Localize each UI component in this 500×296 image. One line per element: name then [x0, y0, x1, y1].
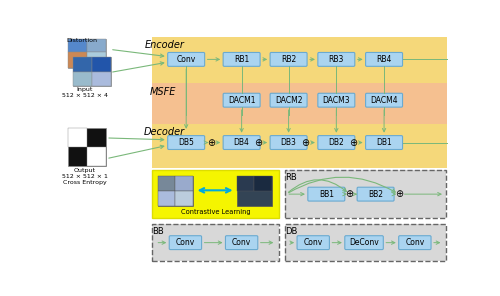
- Text: Distortion: Distortion: [66, 38, 98, 43]
- Bar: [68, 128, 106, 166]
- Text: ⊕: ⊕: [207, 138, 215, 147]
- Bar: [158, 176, 193, 206]
- Bar: [92, 73, 112, 86]
- FancyBboxPatch shape: [223, 93, 260, 107]
- Text: MSFE: MSFE: [150, 87, 176, 97]
- Bar: [87, 38, 106, 52]
- Bar: [158, 176, 176, 191]
- Text: Encoder: Encoder: [144, 40, 184, 50]
- FancyBboxPatch shape: [366, 52, 403, 66]
- FancyBboxPatch shape: [366, 136, 403, 149]
- Text: Conv: Conv: [176, 55, 196, 64]
- Bar: [152, 224, 280, 261]
- FancyBboxPatch shape: [297, 236, 330, 250]
- Bar: [158, 191, 176, 206]
- Bar: [284, 170, 446, 218]
- Text: RB3: RB3: [328, 55, 344, 64]
- FancyBboxPatch shape: [223, 52, 260, 66]
- Bar: [73, 57, 112, 86]
- Text: DACM2: DACM2: [275, 96, 302, 105]
- Bar: [284, 170, 446, 218]
- FancyBboxPatch shape: [168, 136, 204, 149]
- Bar: [254, 176, 272, 191]
- FancyBboxPatch shape: [318, 52, 355, 66]
- Text: DACM3: DACM3: [322, 96, 350, 105]
- Text: Conv: Conv: [176, 238, 195, 247]
- Bar: [152, 224, 280, 261]
- Bar: [284, 224, 446, 261]
- Text: Conv: Conv: [405, 238, 424, 247]
- Text: DB2: DB2: [328, 138, 344, 147]
- Text: ⊕: ⊕: [346, 189, 354, 199]
- FancyBboxPatch shape: [366, 93, 403, 107]
- Bar: [68, 38, 87, 52]
- Bar: [284, 224, 446, 261]
- Bar: [237, 176, 254, 191]
- Bar: [87, 52, 106, 68]
- Bar: [68, 38, 106, 68]
- Text: ⊕: ⊕: [254, 138, 262, 147]
- Text: ⊕: ⊕: [394, 189, 403, 199]
- Text: DB1: DB1: [376, 138, 392, 147]
- Text: Input
512 × 512 × 4: Input 512 × 512 × 4: [62, 87, 108, 98]
- Bar: [68, 52, 87, 68]
- FancyBboxPatch shape: [318, 136, 355, 149]
- Bar: [152, 124, 447, 168]
- Bar: [152, 83, 447, 124]
- Bar: [87, 147, 106, 166]
- Bar: [73, 73, 92, 86]
- FancyArrowPatch shape: [288, 177, 395, 193]
- FancyBboxPatch shape: [270, 136, 307, 149]
- Bar: [68, 128, 87, 147]
- Text: BB: BB: [152, 227, 164, 237]
- Text: DB5: DB5: [178, 138, 194, 147]
- FancyBboxPatch shape: [357, 187, 394, 201]
- Text: DB3: DB3: [280, 138, 296, 147]
- Text: DB: DB: [284, 227, 297, 237]
- Text: RB: RB: [285, 173, 297, 182]
- Text: DB4: DB4: [234, 138, 250, 147]
- FancyBboxPatch shape: [223, 136, 260, 149]
- FancyBboxPatch shape: [345, 236, 384, 250]
- Text: Conv: Conv: [304, 238, 323, 247]
- FancyBboxPatch shape: [318, 93, 355, 107]
- Bar: [152, 37, 447, 83]
- FancyBboxPatch shape: [168, 52, 204, 66]
- Bar: [176, 176, 193, 191]
- FancyArrowPatch shape: [288, 180, 346, 192]
- Text: BB2: BB2: [368, 190, 383, 199]
- Text: Contrastive Learning: Contrastive Learning: [181, 209, 250, 215]
- FancyBboxPatch shape: [270, 93, 307, 107]
- Text: Decoder: Decoder: [144, 127, 185, 137]
- Text: BB1: BB1: [319, 190, 334, 199]
- Bar: [92, 57, 112, 73]
- Bar: [176, 191, 193, 206]
- Text: Conv: Conv: [232, 238, 251, 247]
- Bar: [237, 176, 272, 206]
- Text: DACM4: DACM4: [370, 96, 398, 105]
- FancyBboxPatch shape: [398, 236, 431, 250]
- Text: RB2: RB2: [281, 55, 296, 64]
- Text: ⊕: ⊕: [302, 138, 310, 147]
- Text: Output
512 × 512 × 1
Cross Entropy: Output 512 × 512 × 1 Cross Entropy: [62, 168, 108, 185]
- Text: ⊕: ⊕: [349, 138, 358, 147]
- Text: DeConv: DeConv: [349, 238, 379, 247]
- Bar: [152, 170, 280, 218]
- FancyBboxPatch shape: [270, 52, 307, 66]
- FancyBboxPatch shape: [169, 236, 202, 250]
- FancyBboxPatch shape: [308, 187, 345, 201]
- FancyBboxPatch shape: [226, 236, 258, 250]
- Text: DACM1: DACM1: [228, 96, 256, 105]
- Bar: [73, 57, 92, 73]
- Text: RB4: RB4: [376, 55, 392, 64]
- Text: RB1: RB1: [234, 55, 249, 64]
